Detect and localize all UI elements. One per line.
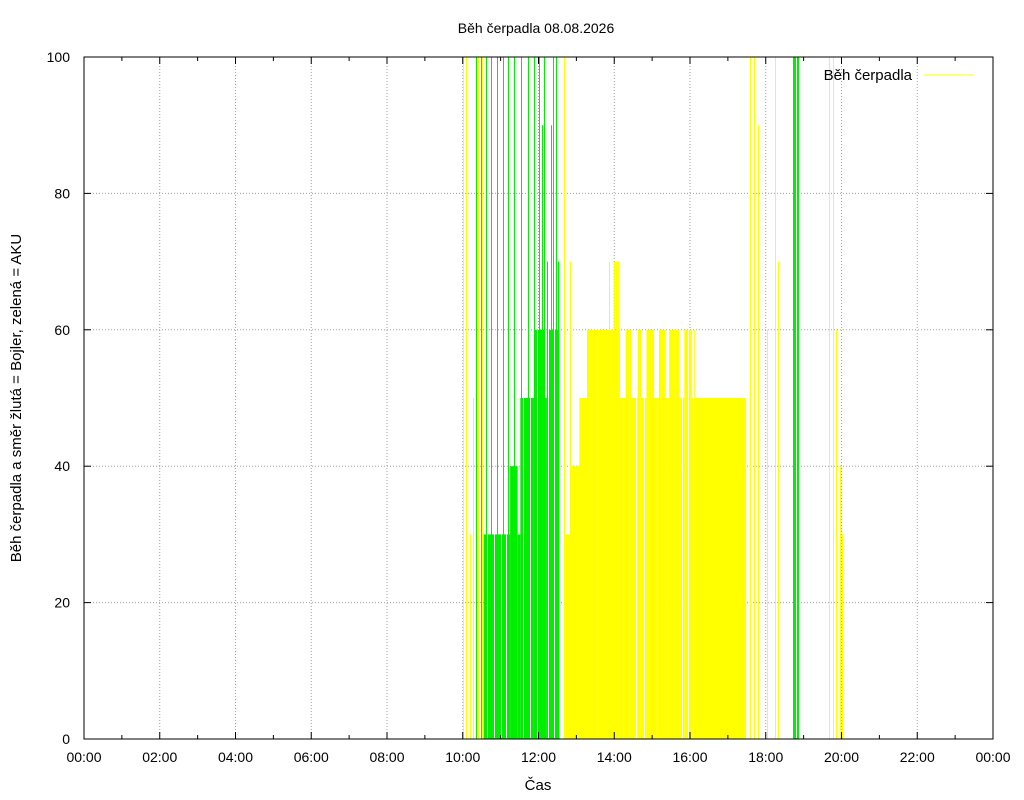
y-axis-label: Běh čerpadla a směr žlutá = Bojler, zele… [8,234,25,563]
y-tick-label: 0 [62,731,70,747]
x-tick-label: 12:00 [521,749,556,765]
x-tick-label: 10:00 [445,749,480,765]
x-tick-label: 02:00 [142,749,177,765]
x-tick-label: 08:00 [369,749,404,765]
legend-label: Běh čerpadla [824,67,913,84]
bar-fill [619,398,626,739]
x-tick-label: 00:00 [975,749,1010,765]
bar-fill [544,398,547,739]
y-tick-label: 20 [54,595,70,611]
series-group [476,57,800,739]
x-tick-label: 18:00 [748,749,783,765]
bar-fill [517,534,521,739]
bar-fill [641,398,647,739]
bar-fill [520,398,534,739]
y-tick-label: 100 [47,49,71,65]
x-tick-label: 00:00 [66,749,101,765]
bar-fill [691,398,694,739]
bar-fill [679,398,685,739]
y-tick-labels: 0 20 40 60 80 100 [47,49,71,747]
x-tick-labels: 00:00 02:00 04:00 06:00 08:00 10:00 12:00 14:00… [66,749,1010,765]
bar-fill [571,466,580,739]
x-tick-label: 16:00 [672,749,707,765]
y-tick-label: 40 [54,458,70,474]
y-tick-label: 80 [54,185,70,201]
chart-title: Běh čerpadla 08.08.2026 [458,20,615,36]
x-axis-label: Čas [525,777,552,794]
bar-fill [654,398,659,739]
plot-area [463,57,843,739]
x-tick-label: 22:00 [900,749,935,765]
x-tick-label: 04:00 [218,749,253,765]
bar-fill [658,329,666,739]
bar-fill [510,466,518,739]
axis-ticks [83,56,994,740]
bar-fill [646,329,655,739]
bar-fill [637,329,642,739]
bar-fill [625,329,632,739]
bar-fill [693,398,747,739]
y-tick-label: 60 [54,322,70,338]
bar-fill [669,329,680,739]
bar-fill [564,534,572,739]
legend: Běh čerpadla [824,67,974,84]
x-tick-label: 20:00 [824,749,859,765]
x-tick-label: 06:00 [294,749,329,765]
x-tick-label: 14:00 [597,749,632,765]
bar-fill [631,398,638,739]
series-group [463,57,843,739]
